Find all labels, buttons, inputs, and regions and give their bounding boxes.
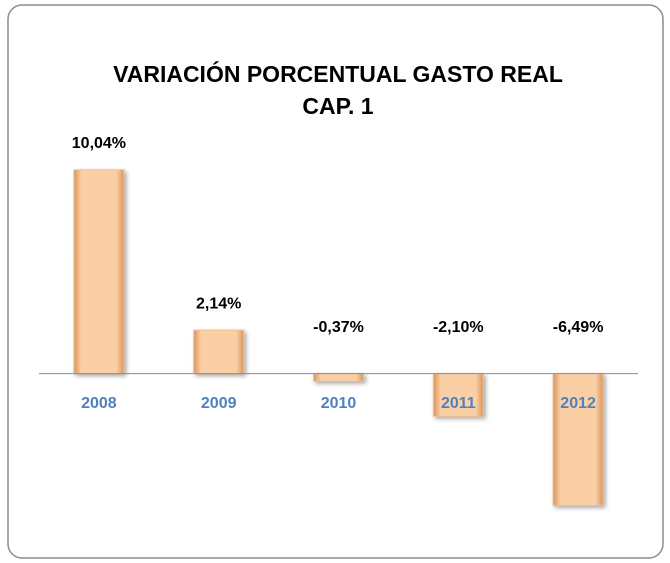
value-label: -2,10% [433,319,484,336]
value-label: 10,04% [72,135,126,152]
x-tick-label: 2010 [321,395,357,412]
x-tick-label: 2012 [560,395,596,412]
x-tick-label: 2009 [201,395,237,412]
x-tick-label: 2008 [81,395,117,412]
bar [193,329,245,375]
bar [552,373,604,506]
value-label: -0,37% [313,319,364,336]
value-label: -6,49% [553,319,604,336]
x-tick-label: 2011 [441,395,476,412]
value-label: 2,14% [196,295,241,312]
bar [313,373,364,382]
bar [73,169,125,375]
chart-title: VARIACIÓN PORCENTUAL GASTO REAL [113,60,563,87]
chart-title: CAP. 1 [302,93,373,119]
chart-frame [7,4,664,559]
bar [432,373,484,417]
